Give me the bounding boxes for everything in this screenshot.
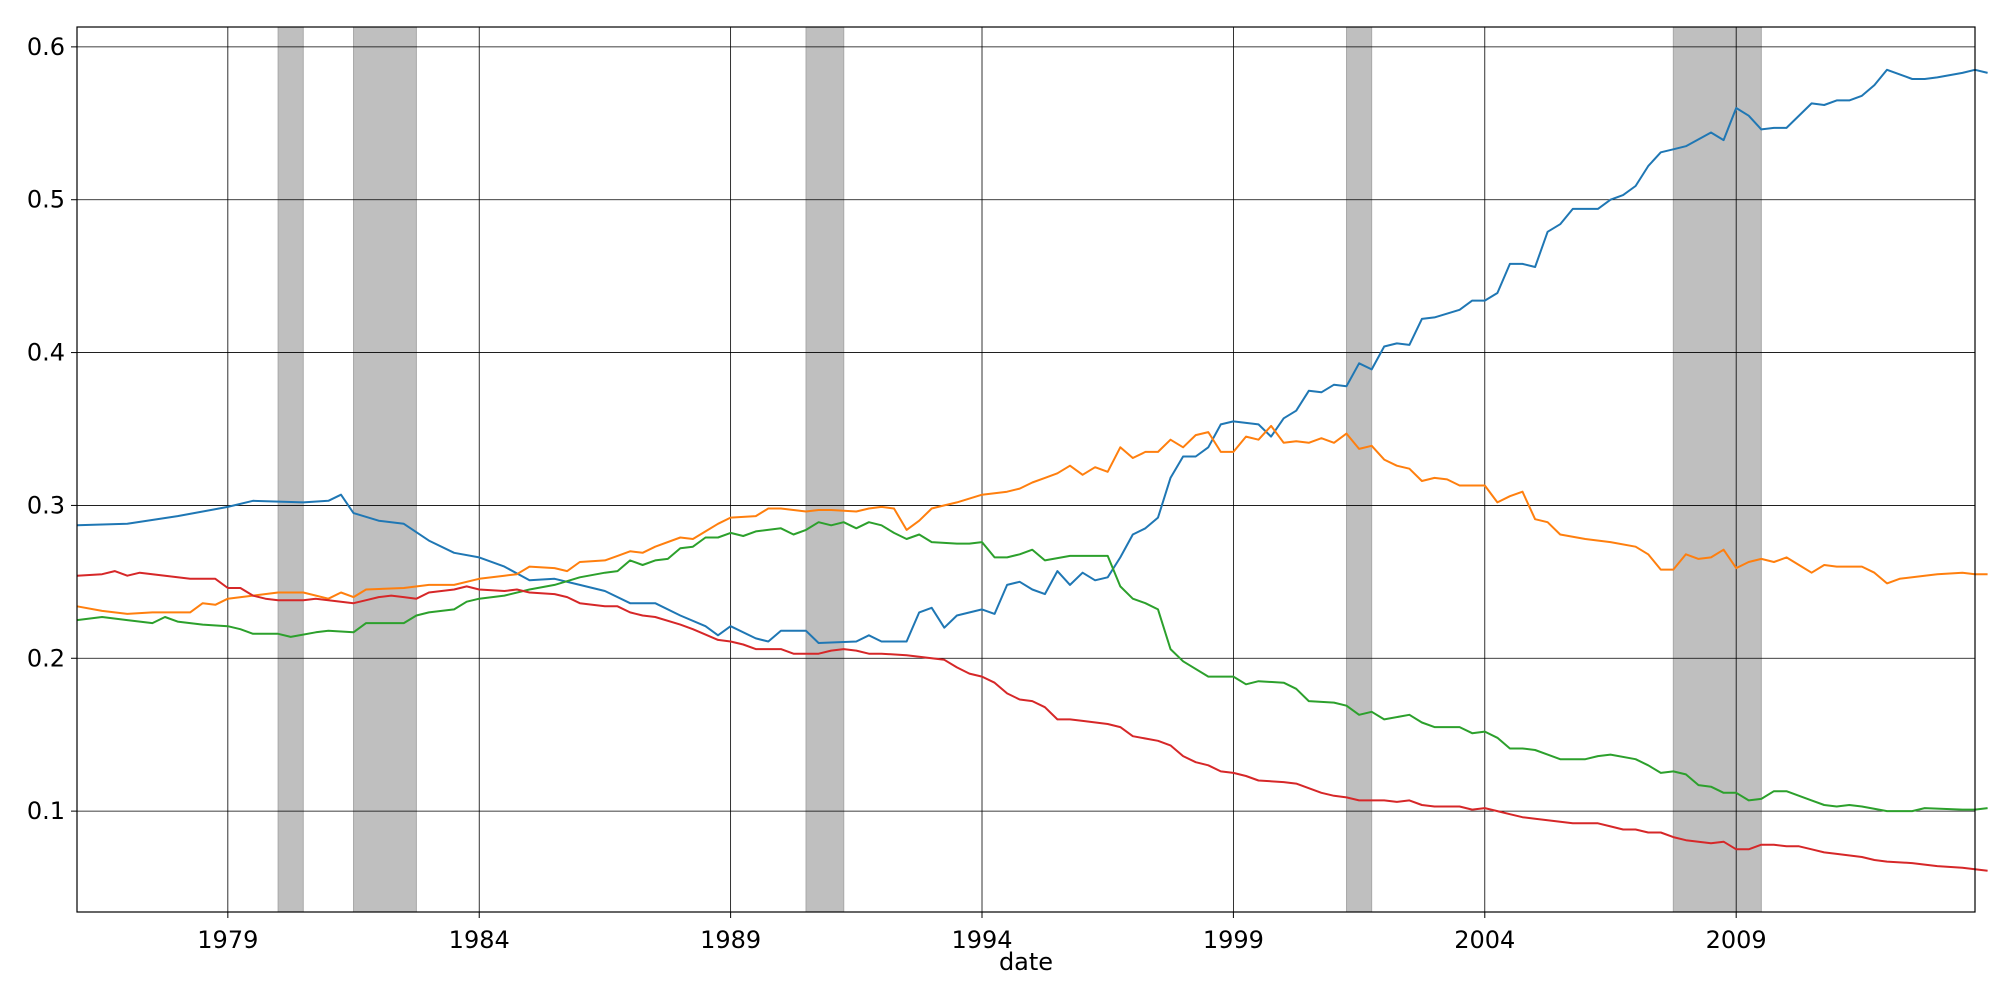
shaded-period-3 — [1346, 26, 1373, 913]
y-tick-label-4: 0.5 — [27, 186, 65, 214]
shaded-period-4 — [1672, 26, 1762, 913]
x-axis-label: date — [999, 948, 1053, 976]
shaded-period-0 — [277, 26, 304, 913]
x-tick-label-3: 1994 — [951, 926, 1012, 954]
x-tick-label-6: 2009 — [1706, 926, 1767, 954]
series-line-2 — [76, 521, 1988, 813]
y-tick-label-2: 0.3 — [27, 491, 65, 519]
y-tick-label-0: 0.1 — [27, 797, 65, 825]
x-axis-ticks: 1979 1984 1989 1994 1999 2004 2009 — [197, 912, 1767, 954]
series-line-0 — [76, 68, 1988, 644]
series-line-1 — [76, 424, 1988, 615]
y-tick-label-1: 0.2 — [27, 644, 65, 672]
shaded-period-1 — [353, 26, 417, 913]
x-tick-label-4: 1999 — [1203, 926, 1264, 954]
plot-frame — [76, 26, 1976, 913]
x-tick-label-2: 1989 — [700, 926, 761, 954]
y-tick-label-3: 0.4 — [27, 339, 65, 367]
x-tick-label-5: 2004 — [1454, 926, 1515, 954]
shaded-period-2 — [805, 26, 845, 913]
gridlines — [77, 27, 1975, 912]
x-tick-label-0: 1979 — [197, 926, 258, 954]
recession-shading — [277, 26, 1762, 913]
series-lines — [76, 68, 1988, 872]
y-axis-ticks: 0.1 0.2 0.3 0.4 0.5 0.6 — [27, 33, 77, 825]
series-line-3 — [76, 570, 1988, 872]
x-tick-label-1: 1984 — [449, 926, 510, 954]
y-tick-label-5: 0.6 — [27, 33, 65, 61]
